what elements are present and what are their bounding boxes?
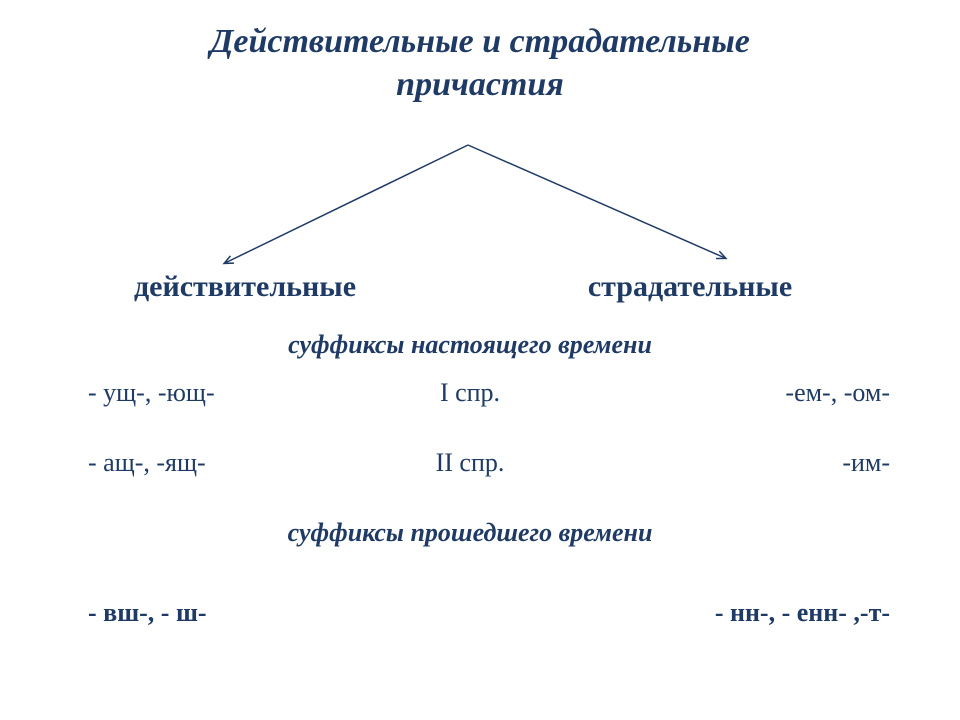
present-row1-center: I спр. xyxy=(440,378,500,408)
present-row2-left: - ащ-, -ящ- xyxy=(88,448,206,478)
present-row1-left: - ущ-, -ющ- xyxy=(88,378,215,408)
section-present: суффиксы настоящего времени xyxy=(288,330,652,360)
arrow-right xyxy=(468,145,725,258)
past-row-right: - нн-, - енн- ,-т- xyxy=(715,598,890,628)
branch-right-label: страдательные xyxy=(588,270,792,304)
arrow-left xyxy=(225,145,468,263)
title-line1: Действительные и страдательные xyxy=(210,23,750,61)
present-row2-right: -им- xyxy=(842,448,890,478)
present-row1-right: -ем-, -ом- xyxy=(785,378,890,408)
section-past: суффиксы прошедшего времени xyxy=(288,518,653,548)
past-row-left: - вш-, - ш- xyxy=(88,598,207,628)
present-row2-center: II спр. xyxy=(436,448,505,478)
title-line2: причастия xyxy=(396,66,564,104)
diagram-canvas: Действительные и страдательные причастия… xyxy=(0,0,960,720)
branch-left-label: действительные xyxy=(134,270,356,304)
